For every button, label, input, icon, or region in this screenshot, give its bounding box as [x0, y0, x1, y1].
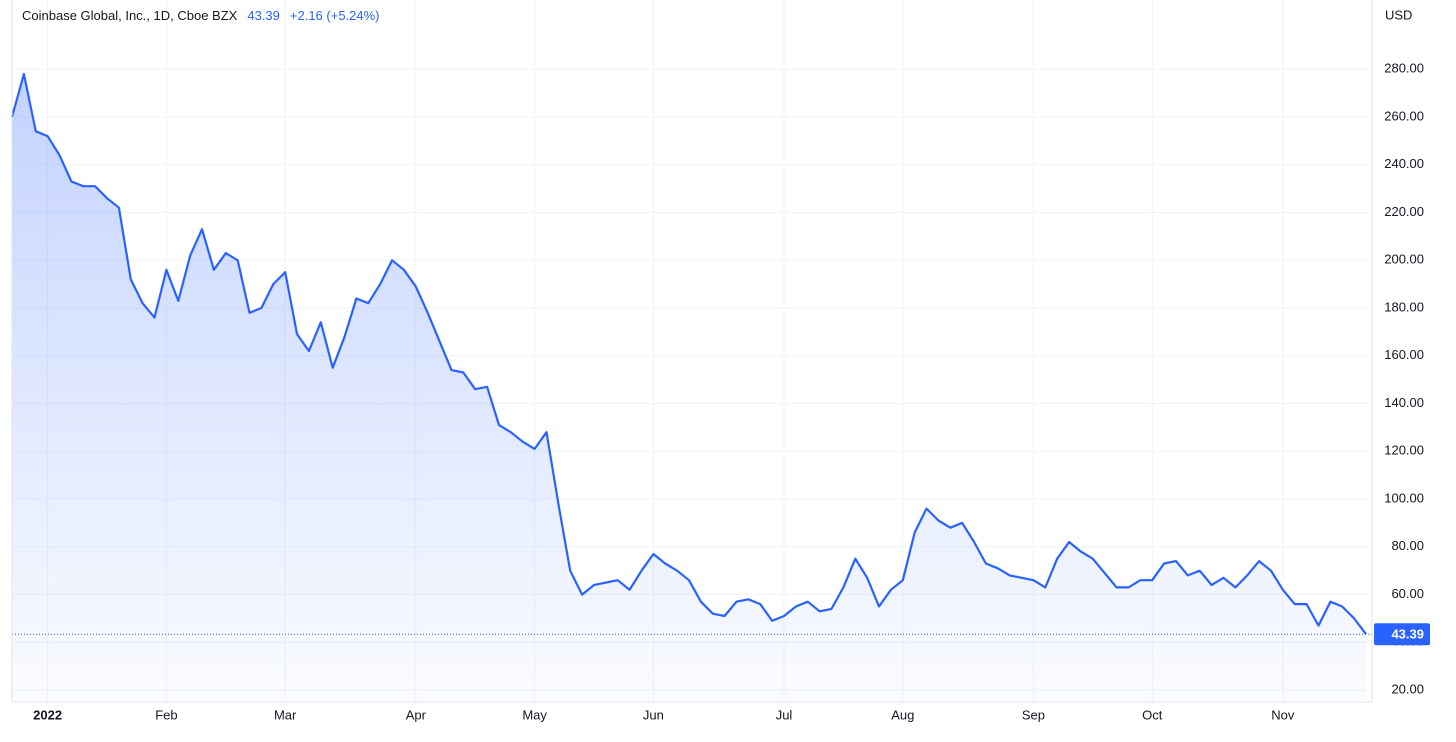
axes: 20.0040.0060.0080.00100.00120.00140.0016… — [33, 61, 1430, 722]
symbol-title: Coinbase Global, Inc., 1D, Cboe BZX — [22, 8, 238, 23]
x-tick-label: 2022 — [33, 707, 62, 722]
y-tick-label: 20.00 — [1391, 681, 1424, 696]
y-tick-label: 260.00 — [1384, 108, 1424, 123]
x-tick-label: May — [522, 707, 547, 722]
y-tick-label: 160.00 — [1384, 347, 1424, 362]
x-tick-label: Sep — [1022, 707, 1045, 722]
x-tick-label: Aug — [891, 707, 914, 722]
x-tick-label: Apr — [406, 707, 427, 722]
area-fill — [12, 74, 1366, 702]
last-price-box — [1374, 623, 1430, 646]
y-tick-label: 280.00 — [1384, 61, 1424, 76]
y-tick-label: 80.00 — [1391, 538, 1424, 553]
y-tick-label: 120.00 — [1384, 443, 1424, 458]
y-tick-label: 220.00 — [1384, 204, 1424, 219]
x-tick-label: Jul — [776, 707, 793, 722]
y-tick-label: 140.00 — [1384, 395, 1424, 410]
x-tick-label: Oct — [1142, 707, 1163, 722]
x-tick-label: Nov — [1271, 707, 1295, 722]
last-price-label: 43.39 — [1391, 627, 1424, 642]
price-change: +2.16 (+5.24%) — [290, 8, 380, 23]
header: Coinbase Global, Inc., 1D, Cboe BZX 43.39… — [22, 8, 380, 23]
x-tick-label: Jun — [643, 707, 664, 722]
x-tick-label: Mar — [274, 707, 297, 722]
y-tick-label: 180.00 — [1384, 299, 1424, 314]
y-tick-label: 100.00 — [1384, 490, 1424, 505]
y-tick-label: 200.00 — [1384, 252, 1424, 267]
y-tick-label: 240.00 — [1384, 156, 1424, 171]
last-price: 43.39 — [247, 8, 280, 23]
plot — [10, 72, 1372, 702]
price-line — [10, 72, 1367, 635]
x-tick-label: Feb — [155, 707, 177, 722]
y-tick-label: 60.00 — [1391, 586, 1424, 601]
y-axis-unit: USD — [1385, 7, 1412, 22]
